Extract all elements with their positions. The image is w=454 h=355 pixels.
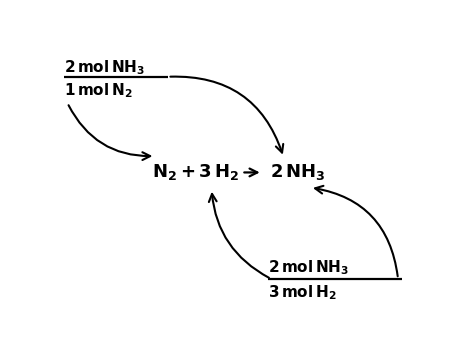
Text: $\mathregular{2\,mol\,NH_3}$: $\mathregular{2\,mol\,NH_3}$: [64, 58, 145, 77]
Text: $\mathregular{2\,mol\,NH_3}$: $\mathregular{2\,mol\,NH_3}$: [268, 259, 349, 278]
Text: $\mathregular{3\,mol\,H_2}$: $\mathregular{3\,mol\,H_2}$: [268, 283, 336, 302]
Text: $\mathregular{1\,mol\,N_2}$: $\mathregular{1\,mol\,N_2}$: [64, 81, 133, 100]
Text: $\mathregular{2\,NH_3}$: $\mathregular{2\,NH_3}$: [270, 163, 325, 182]
Text: $\mathregular{N_2 + 3\,H_2}$: $\mathregular{N_2 + 3\,H_2}$: [152, 163, 239, 182]
